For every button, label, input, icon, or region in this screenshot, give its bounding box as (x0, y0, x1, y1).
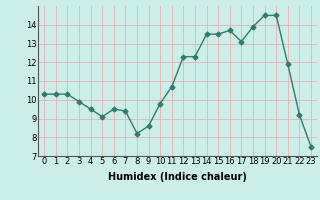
X-axis label: Humidex (Indice chaleur): Humidex (Indice chaleur) (108, 172, 247, 182)
